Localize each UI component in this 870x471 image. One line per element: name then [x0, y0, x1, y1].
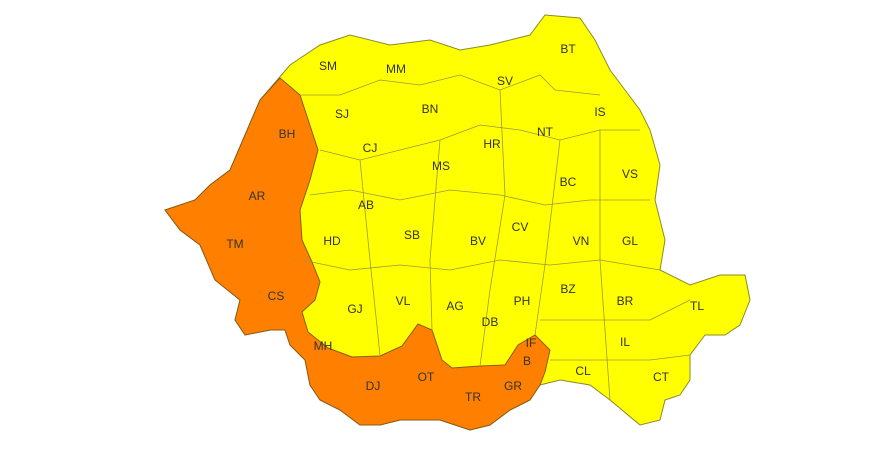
county-label-ab: AB: [358, 198, 374, 212]
county-label-hr: HR: [483, 137, 501, 151]
county-label-bn: BN: [422, 102, 439, 116]
county-label-ag: AG: [446, 299, 463, 313]
county-label-ot: OT: [418, 370, 435, 384]
county-label-vs: VS: [622, 167, 638, 181]
county-label-gr: GR: [504, 379, 522, 393]
county-label-br: BR: [617, 294, 634, 308]
county-label-il: IL: [620, 335, 630, 349]
county-label-bh: BH: [279, 127, 296, 141]
county-label-sm: SM: [319, 59, 337, 73]
county-label-ms: MS: [432, 159, 450, 173]
county-label-tm: TM: [226, 237, 243, 251]
county-label-tl: TL: [690, 299, 704, 313]
county-label-db: DB: [482, 315, 499, 329]
county-label-sb: SB: [404, 228, 420, 242]
county-label-is: IS: [594, 105, 605, 119]
county-borders: [300, 74, 691, 401]
county-label-vl: VL: [396, 294, 411, 308]
county-label-bt: BT: [560, 42, 576, 56]
county-label-b: B: [523, 354, 531, 368]
county-label-nt: NT: [537, 125, 554, 139]
county-label-cj: CJ: [363, 141, 378, 155]
county-label-sv: SV: [497, 74, 513, 88]
county-label-if: IF: [526, 336, 537, 350]
county-label-hd: HD: [323, 234, 341, 248]
county-label-cs: CS: [268, 289, 285, 303]
county-label-bc: BC: [560, 175, 577, 189]
county-label-mh: MH: [314, 339, 333, 353]
county-label-sj: SJ: [335, 107, 349, 121]
county-label-bv: BV: [470, 234, 486, 248]
county-label-ct: CT: [653, 370, 670, 384]
county-label-ar: AR: [249, 189, 266, 203]
county-label-dj: DJ: [366, 379, 381, 393]
orange-warning-area: [164, 77, 551, 431]
county-label-cl: CL: [575, 364, 591, 378]
county-label-mm: MM: [386, 62, 406, 76]
county-label-vn: VN: [573, 234, 590, 248]
county-label-tr: TR: [465, 390, 481, 404]
county-label-gl: GL: [622, 234, 638, 248]
county-label-ph: PH: [514, 294, 531, 308]
county-label-gj: GJ: [347, 302, 362, 316]
county-label-cv: CV: [512, 220, 529, 234]
county-label-bz: BZ: [560, 282, 575, 296]
